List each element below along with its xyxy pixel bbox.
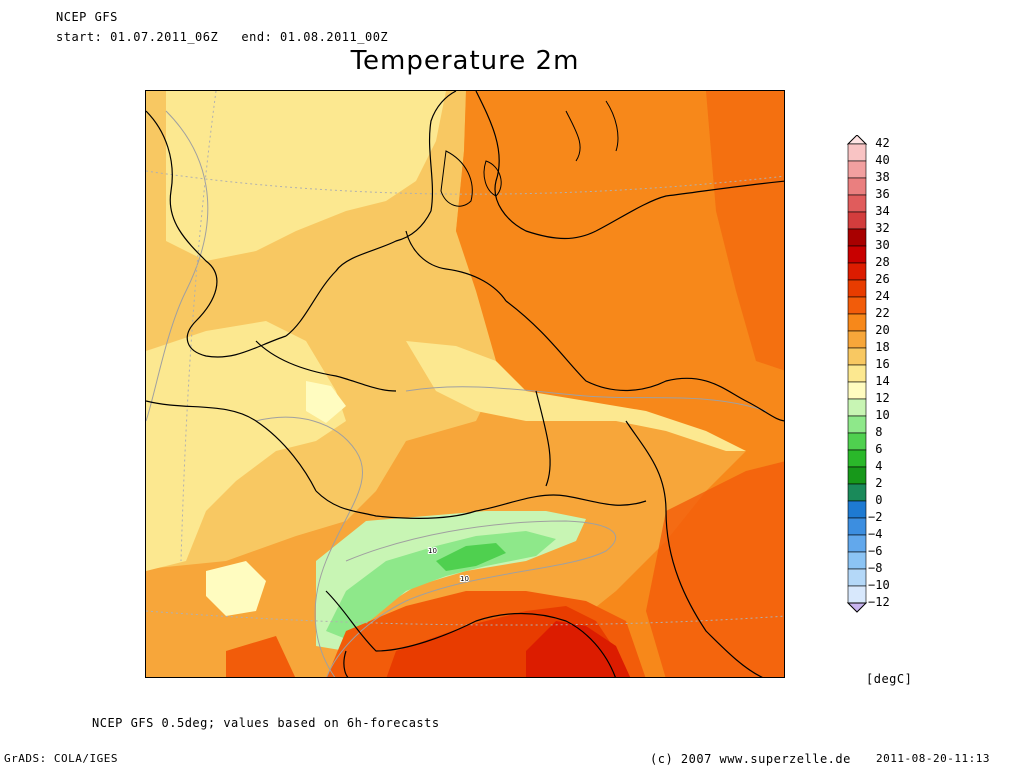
field-26-south bbox=[526, 621, 631, 677]
field-pale-spot bbox=[306, 381, 346, 423]
scale-tick-label: 0 bbox=[868, 493, 883, 507]
scale-bin bbox=[847, 143, 867, 162]
scale-tick-label: −4 bbox=[868, 527, 883, 541]
scale-bin bbox=[847, 347, 867, 366]
scale-tick-label: 24 bbox=[868, 289, 890, 303]
scale-tick-label: 14 bbox=[868, 374, 890, 388]
field-22-southwest bbox=[226, 636, 296, 677]
scale-tick-label: 30 bbox=[868, 238, 890, 252]
field-14-north bbox=[166, 91, 446, 261]
scale-tick-label: −6 bbox=[868, 544, 883, 558]
scale-tick-label: 20 bbox=[868, 323, 890, 337]
scale-bin bbox=[847, 449, 867, 468]
temperature-map: 10 10 bbox=[145, 90, 785, 678]
scale-bin bbox=[847, 194, 867, 213]
scale-bin bbox=[847, 160, 867, 179]
map-title: Temperature 2m bbox=[350, 46, 580, 76]
scale-tick-label: 28 bbox=[868, 255, 890, 269]
scale-tick-label: 8 bbox=[868, 425, 883, 439]
contour-label: 10 bbox=[460, 575, 469, 583]
scale-bin bbox=[847, 296, 867, 315]
scale-bin bbox=[847, 534, 867, 553]
timestamp: 2011-08-20-11:13 bbox=[876, 752, 990, 765]
field-20-east bbox=[706, 91, 784, 371]
scale-tick-label: 4 bbox=[868, 459, 883, 473]
scale-bin bbox=[847, 279, 867, 298]
scale-tick-label: 18 bbox=[868, 340, 890, 354]
scale-tick-label: 26 bbox=[868, 272, 890, 286]
software-credit: GrADS: COLA/IGES bbox=[4, 752, 118, 765]
scale-bin bbox=[847, 313, 867, 332]
contour-label: 10 bbox=[428, 547, 437, 555]
scale-tick-label: −12 bbox=[868, 595, 890, 609]
field-14-west bbox=[146, 321, 346, 571]
scale-tick-label: 36 bbox=[868, 187, 890, 201]
scale-tick-label: −10 bbox=[868, 578, 890, 592]
field-6-alps bbox=[436, 543, 506, 571]
scale-bin bbox=[847, 551, 867, 570]
scale-bin bbox=[847, 398, 867, 417]
color-scale-bar bbox=[846, 135, 868, 613]
scale-arrow-bottom bbox=[846, 602, 868, 613]
unit-label: [degC] bbox=[866, 672, 913, 686]
scale-tick-label: 22 bbox=[868, 306, 890, 320]
copyright-text: (c) 2007 www.superzelle.de bbox=[650, 752, 851, 766]
scale-bin bbox=[847, 415, 867, 434]
scale-tick-label: 38 bbox=[868, 170, 890, 184]
scale-bin bbox=[847, 364, 867, 383]
scale-bin bbox=[847, 585, 867, 604]
field-pale-spot-2 bbox=[206, 561, 266, 616]
scale-tick-label: 34 bbox=[868, 204, 890, 218]
scale-tick-label: 12 bbox=[868, 391, 890, 405]
scale-bin bbox=[847, 483, 867, 502]
scale-tick-label: −2 bbox=[868, 510, 883, 524]
scale-bin bbox=[847, 466, 867, 485]
scale-bin bbox=[847, 330, 867, 349]
scale-tick-label: 2 bbox=[868, 476, 883, 490]
scale-bin bbox=[847, 432, 867, 451]
field-8-alps bbox=[326, 531, 556, 639]
scale-bin bbox=[847, 228, 867, 247]
scale-bin bbox=[847, 177, 867, 196]
scale-bin bbox=[847, 517, 867, 536]
forecast-period: start: 01.07.2011_06Z end: 01.08.2011_00… bbox=[56, 30, 389, 44]
scale-tick-label: 10 bbox=[868, 408, 890, 422]
scale-arrow-top bbox=[846, 135, 868, 145]
scale-bin bbox=[847, 568, 867, 587]
scale-bin bbox=[847, 262, 867, 281]
scale-tick-label: 32 bbox=[868, 221, 890, 235]
scale-tick-label: 6 bbox=[868, 442, 883, 456]
field-20-southeast bbox=[646, 461, 784, 677]
source-note: NCEP GFS 0.5deg; values based on 6h-fore… bbox=[92, 716, 440, 730]
scale-tick-label: 42 bbox=[868, 136, 890, 150]
scale-bin bbox=[847, 245, 867, 264]
scale-bin bbox=[847, 211, 867, 230]
scale-bin bbox=[847, 381, 867, 400]
scale-bin bbox=[847, 500, 867, 519]
scale-tick-label: 40 bbox=[868, 153, 890, 167]
model-name: NCEP GFS bbox=[56, 10, 118, 24]
scale-tick-label: 16 bbox=[868, 357, 890, 371]
scale-tick-label: −8 bbox=[868, 561, 883, 575]
